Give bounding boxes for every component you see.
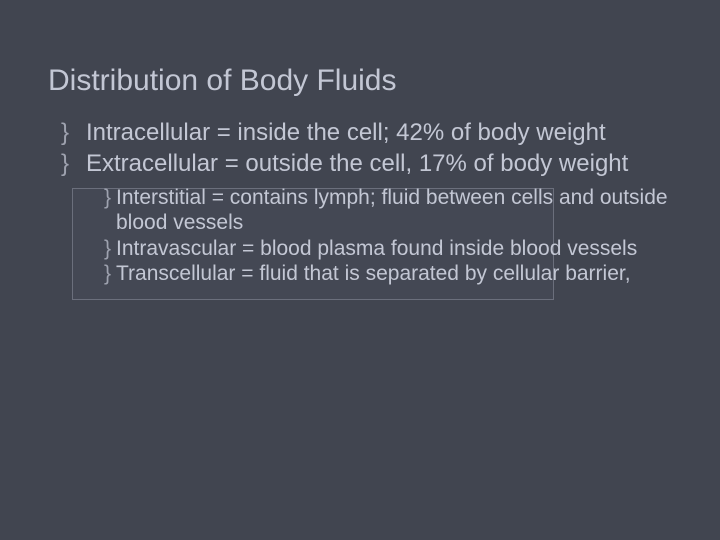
bullet-text: Extracellular = outside the cell, 17% of…: [86, 149, 690, 178]
bullet-icon: }: [74, 185, 116, 211]
bullet-text: Interstitial = contains lymph; fluid bet…: [116, 185, 690, 236]
sub-list: } Interstitial = contains lymph; fluid b…: [74, 185, 690, 287]
slide: Distribution of Body Fluids } Intracellu…: [0, 0, 720, 540]
list-item: } Extracellular = outside the cell, 17% …: [44, 149, 690, 178]
slide-content: } Intracellular = inside the cell; 42% o…: [44, 118, 690, 287]
list-item: } Intravascular = blood plasma found ins…: [74, 236, 690, 262]
bullet-icon: }: [74, 261, 116, 287]
bullet-text: Intravascular = blood plasma found insid…: [116, 236, 690, 262]
bullet-icon: }: [44, 118, 86, 147]
bullet-text: Intracellular = inside the cell; 42% of …: [86, 118, 690, 147]
list-item: } Transcellular = fluid that is separate…: [74, 261, 690, 287]
slide-title: Distribution of Body Fluids: [48, 64, 397, 98]
bullet-text: Transcellular = fluid that is separated …: [116, 261, 690, 287]
bullet-icon: }: [74, 236, 116, 262]
list-item: } Intracellular = inside the cell; 42% o…: [44, 118, 690, 147]
list-item: } Interstitial = contains lymph; fluid b…: [74, 185, 690, 236]
bullet-icon: }: [44, 149, 86, 178]
